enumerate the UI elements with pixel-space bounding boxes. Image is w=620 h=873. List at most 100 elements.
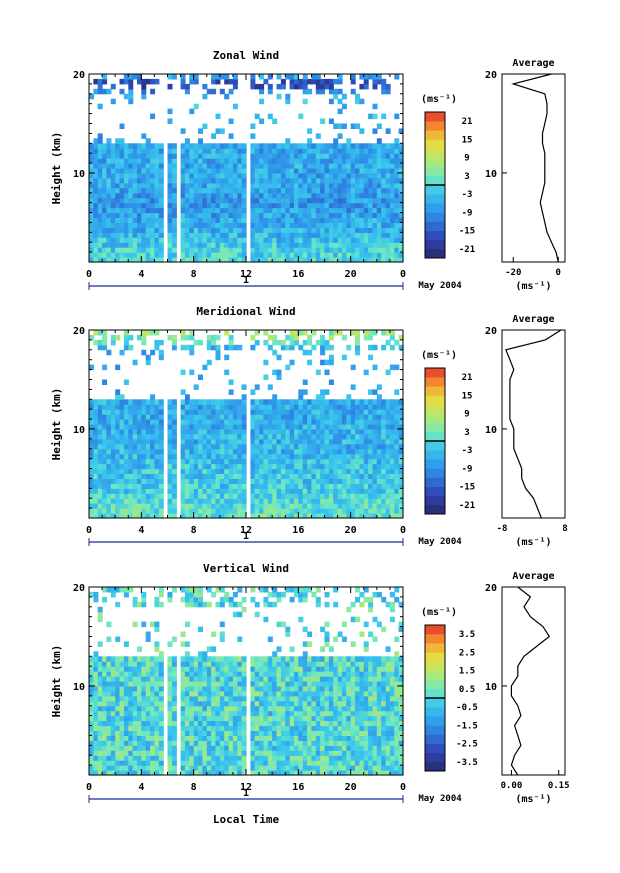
heatmap-cell — [154, 153, 160, 159]
heatmap-cell — [259, 730, 265, 736]
heatmap-cell — [215, 414, 221, 420]
heatmap-cell — [285, 98, 291, 105]
heatmap-cell — [259, 212, 265, 218]
heatmap-cell — [298, 153, 304, 159]
heatmap-cell — [189, 725, 195, 731]
heatmap-cell — [145, 725, 151, 731]
heatmap-cell — [219, 232, 225, 238]
heatmap-cell — [97, 247, 103, 253]
heatmap-cell — [206, 404, 212, 410]
heatmap-cell — [398, 740, 404, 746]
heatmap-cell — [320, 172, 326, 179]
heatmap-cell — [394, 730, 400, 736]
heatmap-cell — [158, 463, 164, 470]
heatmap-cell — [324, 168, 330, 174]
heatmap-cell — [184, 705, 190, 712]
heatmap-cell — [115, 394, 121, 400]
heatmap-cell — [341, 770, 347, 776]
heatmap-cell — [171, 419, 177, 425]
heatmap-cell — [228, 458, 234, 465]
heatmap-cell — [137, 735, 142, 741]
heatmap-cell — [250, 257, 256, 263]
heatmap-cell — [93, 404, 99, 410]
heatmap-cell — [346, 463, 352, 470]
heatmap-cell — [307, 750, 313, 756]
heatmap-cell — [320, 217, 326, 223]
heatmap-cell — [259, 725, 265, 731]
heatmap-cell — [389, 202, 395, 209]
heatmap-cell — [320, 247, 326, 253]
heatmap-cell — [363, 720, 369, 727]
heatmap-cell — [267, 760, 273, 766]
heatmap-cell — [128, 232, 134, 238]
heatmap-cell — [298, 468, 304, 474]
heatmap-cell — [333, 409, 339, 415]
heatmap-cell — [328, 745, 334, 751]
heatmap-cell — [276, 493, 282, 499]
heatmap-cell — [311, 498, 317, 504]
heatmap-cell — [102, 207, 108, 214]
heatmap-cell — [259, 473, 265, 479]
heatmap-cell — [150, 483, 156, 489]
heatmap-cell — [254, 202, 260, 209]
heatmap-cell — [298, 207, 304, 214]
heatmap-cell — [193, 735, 199, 741]
heatmap-cell — [272, 163, 278, 169]
heatmap-cell — [232, 770, 238, 776]
heatmap-cell — [280, 158, 286, 164]
heatmap-cell — [150, 710, 156, 717]
heatmap-cell — [276, 428, 282, 435]
heatmap-cell — [132, 212, 138, 218]
heatmap-cell — [372, 153, 378, 159]
heatmap-cell — [381, 409, 387, 415]
heatmap-cell — [145, 212, 151, 218]
heatmap-cell — [110, 760, 116, 766]
heatmap-cell — [302, 468, 308, 474]
heatmap-cell — [385, 478, 391, 484]
heatmap-cell — [154, 745, 160, 751]
heatmap-cell — [294, 453, 299, 460]
heatmap-cell — [102, 217, 108, 223]
heatmap-cell — [232, 217, 238, 223]
heatmap-cell — [289, 232, 295, 238]
heatmap-cell — [398, 735, 404, 741]
heatmap-cell — [224, 755, 230, 761]
heatmap-cell — [119, 143, 125, 149]
heatmap-cell — [119, 237, 125, 243]
heatmap-cell — [359, 710, 365, 717]
heatmap-cell — [259, 735, 265, 741]
heatmap-cell — [106, 725, 112, 731]
heatmap-cell — [307, 448, 313, 455]
heatmap-cell — [106, 404, 112, 410]
heatmap-cell — [320, 334, 326, 341]
heatmap-cell — [355, 443, 360, 450]
heatmap-cell — [150, 453, 156, 460]
heatmap-cell — [211, 399, 217, 405]
heatmap-cell — [158, 252, 164, 258]
heatmap-cell — [280, 197, 286, 204]
heatmap-cell — [363, 424, 369, 430]
heatmap-cell — [158, 414, 164, 420]
heatmap-cell — [189, 508, 195, 514]
heatmap-cell — [150, 755, 156, 761]
heatmap-cell — [394, 710, 400, 717]
heatmap-cell — [106, 419, 112, 425]
heatmap-cell — [372, 247, 378, 253]
colorbar-band — [425, 459, 445, 469]
heatmap-cell — [215, 217, 221, 223]
heatmap-cell — [259, 187, 265, 194]
heatmap-cell — [285, 419, 291, 425]
heatmap-cell — [381, 232, 387, 238]
heatmap-cell — [355, 458, 360, 465]
heatmap-cell — [376, 433, 382, 440]
heatmap-cell — [355, 453, 360, 460]
heatmap-cell — [324, 257, 330, 263]
heatmap-cell — [280, 443, 286, 450]
heatmap-cell — [123, 458, 129, 465]
heatmap-cell — [276, 339, 282, 346]
colorbar-tick-label: -3 — [462, 190, 473, 200]
heatmap-cell — [337, 187, 343, 194]
heatmap-cell — [280, 414, 286, 420]
heatmap-cell — [219, 192, 225, 199]
heatmap-cell — [145, 478, 151, 484]
